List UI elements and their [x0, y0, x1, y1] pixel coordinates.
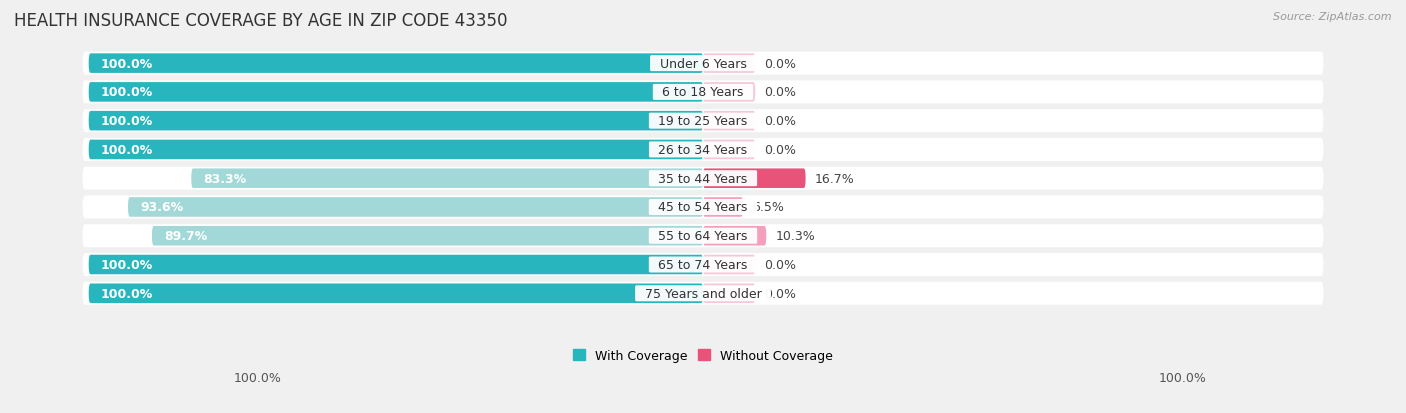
FancyBboxPatch shape [703, 284, 755, 303]
Text: 100.0%: 100.0% [101, 86, 153, 99]
FancyBboxPatch shape [83, 254, 1323, 276]
Text: 0.0%: 0.0% [765, 86, 796, 99]
Text: 0.0%: 0.0% [765, 115, 796, 128]
Text: 45 to 54 Years: 45 to 54 Years [651, 201, 755, 214]
Text: 75 Years and older: 75 Years and older [637, 287, 769, 300]
Text: 89.7%: 89.7% [165, 230, 208, 243]
Text: 0.0%: 0.0% [765, 144, 796, 157]
Text: 100.0%: 100.0% [1159, 371, 1206, 384]
Text: 6.5%: 6.5% [752, 201, 785, 214]
FancyBboxPatch shape [83, 225, 1323, 248]
Text: HEALTH INSURANCE COVERAGE BY AGE IN ZIP CODE 43350: HEALTH INSURANCE COVERAGE BY AGE IN ZIP … [14, 12, 508, 30]
Text: 65 to 74 Years: 65 to 74 Years [651, 259, 755, 271]
FancyBboxPatch shape [83, 139, 1323, 161]
Text: 100.0%: 100.0% [235, 371, 283, 384]
Text: 83.3%: 83.3% [204, 172, 246, 185]
FancyBboxPatch shape [89, 140, 703, 160]
Text: 26 to 34 Years: 26 to 34 Years [651, 144, 755, 157]
FancyBboxPatch shape [191, 169, 703, 188]
Text: 16.7%: 16.7% [815, 172, 855, 185]
Text: Source: ZipAtlas.com: Source: ZipAtlas.com [1274, 12, 1392, 22]
Text: 100.0%: 100.0% [101, 287, 153, 300]
FancyBboxPatch shape [703, 140, 755, 160]
FancyBboxPatch shape [703, 112, 755, 131]
FancyBboxPatch shape [83, 110, 1323, 133]
Text: 100.0%: 100.0% [101, 259, 153, 271]
Text: Under 6 Years: Under 6 Years [651, 57, 755, 71]
Legend: With Coverage, Without Coverage: With Coverage, Without Coverage [568, 344, 838, 367]
Text: 100.0%: 100.0% [101, 57, 153, 71]
Text: 100.0%: 100.0% [101, 115, 153, 128]
FancyBboxPatch shape [83, 81, 1323, 104]
Text: 55 to 64 Years: 55 to 64 Years [651, 230, 755, 243]
FancyBboxPatch shape [89, 284, 703, 303]
Text: 100.0%: 100.0% [101, 144, 153, 157]
FancyBboxPatch shape [83, 282, 1323, 305]
FancyBboxPatch shape [89, 83, 703, 102]
FancyBboxPatch shape [703, 255, 755, 275]
FancyBboxPatch shape [703, 169, 806, 188]
FancyBboxPatch shape [703, 83, 755, 102]
FancyBboxPatch shape [89, 112, 703, 131]
Text: 6 to 18 Years: 6 to 18 Years [654, 86, 752, 99]
FancyBboxPatch shape [83, 196, 1323, 219]
FancyBboxPatch shape [703, 226, 766, 246]
FancyBboxPatch shape [703, 198, 742, 217]
FancyBboxPatch shape [152, 226, 703, 246]
Text: 93.6%: 93.6% [141, 201, 183, 214]
Text: 19 to 25 Years: 19 to 25 Years [651, 115, 755, 128]
FancyBboxPatch shape [89, 255, 703, 275]
FancyBboxPatch shape [128, 198, 703, 217]
Text: 0.0%: 0.0% [765, 259, 796, 271]
FancyBboxPatch shape [703, 54, 755, 74]
Text: 35 to 44 Years: 35 to 44 Years [651, 172, 755, 185]
Text: 0.0%: 0.0% [765, 287, 796, 300]
FancyBboxPatch shape [83, 167, 1323, 190]
FancyBboxPatch shape [83, 52, 1323, 76]
FancyBboxPatch shape [89, 54, 703, 74]
Text: 10.3%: 10.3% [776, 230, 815, 243]
Text: 0.0%: 0.0% [765, 57, 796, 71]
